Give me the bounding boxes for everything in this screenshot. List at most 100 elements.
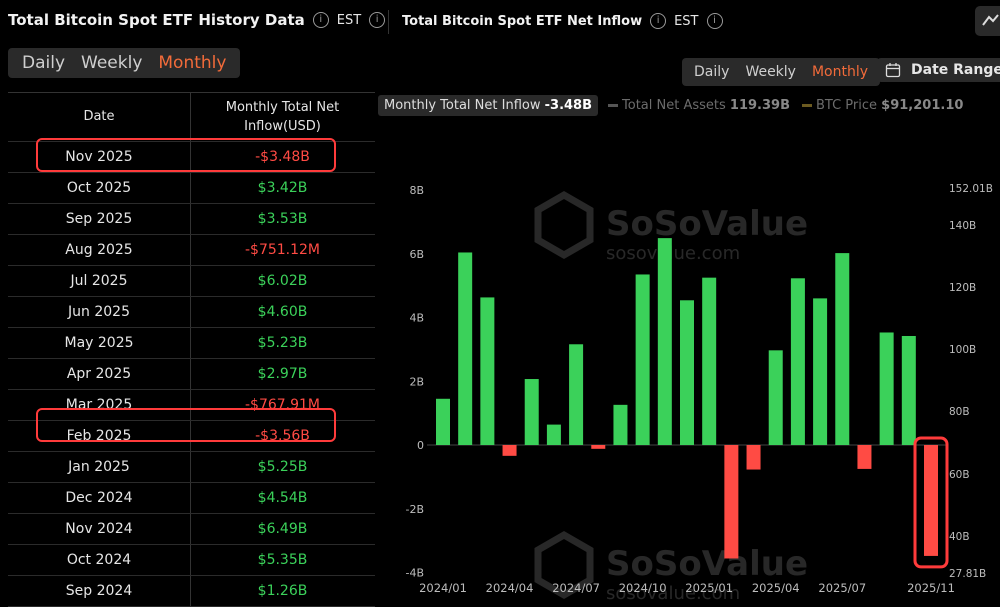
x-tick-label: 2024/10: [619, 581, 667, 595]
table-row: Jul 2025 $6.02B: [8, 266, 375, 297]
row-value: $3.53B: [257, 211, 308, 227]
row-date: Sep 2024: [8, 576, 191, 606]
row-value: $4.54B: [257, 490, 308, 506]
row-value: $6.49B: [257, 521, 308, 537]
info-icon[interactable]: i: [369, 12, 386, 28]
row-value: $4.60B: [257, 304, 308, 320]
table-row: Jan 2025 $5.25B: [8, 452, 375, 483]
timezone-label: EST: [336, 12, 362, 28]
bar-2024/11: [657, 238, 672, 445]
history-title: Total Bitcoin Spot ETF History Data: [8, 11, 305, 29]
table-header: Date Monthly Total Net Inflow(USD): [8, 93, 375, 142]
tab-monthly[interactable]: Monthly: [158, 53, 227, 73]
header-divider: [388, 10, 389, 34]
legend-btc-price[interactable]: BTC Price $91,201.10: [800, 95, 965, 116]
row-value: $6.02B: [257, 273, 308, 289]
bar-2025/09: [879, 332, 894, 445]
table-period-tabs: Daily Weekly Monthly: [8, 48, 241, 78]
y-tick-label-right: 152.01B: [949, 183, 993, 195]
table-row: Apr 2025 $2.97B: [8, 359, 375, 390]
share-button[interactable]: [975, 6, 1000, 36]
date-range-label: Date Range: [911, 62, 1000, 78]
bar-2024/04: [502, 445, 517, 456]
x-tick-label: 2024/04: [486, 581, 534, 595]
col-date-header: Date: [8, 93, 191, 141]
y-tick-label-left: 2B: [409, 375, 424, 388]
legend-btc-price-label: BTC Price: [816, 98, 878, 113]
bar-2025/06: [813, 298, 828, 445]
watermark-logo-icon: [534, 530, 594, 600]
y-tick-label-left: -4B: [405, 567, 424, 580]
watermark-logo-icon: [534, 190, 594, 260]
row-date: May 2025: [8, 328, 191, 358]
bar-2024/06: [546, 424, 561, 445]
left-header: Total Bitcoin Spot ETF History Data i ES…: [8, 11, 386, 29]
info-icon[interactable]: i: [706, 13, 723, 29]
legend-net-inflow-label: Monthly Total Net Inflow: [384, 98, 541, 113]
watermark-site: sosovalue.com: [606, 583, 740, 600]
legend-net-inflow-value: -3.48B: [544, 98, 593, 113]
bar-2024/08: [591, 445, 606, 449]
info-icon[interactable]: i: [650, 13, 667, 29]
bar-2024/02: [458, 252, 473, 445]
y-tick-label-right: 27.81B: [949, 568, 986, 580]
bar-2024/01: [436, 398, 450, 445]
row-date: Nov 2025: [8, 142, 191, 172]
tab-weekly[interactable]: Weekly: [81, 53, 143, 73]
row-date: Sep 2025: [8, 204, 191, 234]
tab-daily[interactable]: Daily: [22, 53, 66, 73]
bar-2024/09: [613, 404, 628, 445]
timezone-label: EST: [674, 13, 699, 29]
row-date: Jul 2025: [8, 266, 191, 296]
y-tick-label-left: 8B: [409, 184, 424, 197]
watermark-brand: SoSoValue: [606, 544, 808, 584]
tab-daily[interactable]: Daily: [694, 64, 730, 80]
bar-2024/10: [635, 274, 650, 445]
watermark-brand: SoSoValue: [606, 204, 808, 244]
legend-net-inflow[interactable]: Monthly Total Net Inflow -3.48B: [378, 95, 599, 116]
row-date: Oct 2024: [8, 545, 191, 575]
bar-2025/05: [790, 278, 805, 445]
table-body: Nov 2025 -$3.48B Oct 2025 $3.42B Sep 2025 $3.…: [8, 142, 375, 607]
row-value: $5.23B: [257, 335, 308, 351]
calendar-icon: [885, 63, 901, 78]
legend-net-assets[interactable]: Total Net Assets 119.39B: [606, 95, 792, 116]
table-row: May 2025 $5.23B: [8, 328, 375, 359]
bar-2025/10: [901, 335, 916, 445]
y-tick-label-left: 4B: [409, 312, 424, 325]
chart-legend: Monthly Total Net Inflow -3.48B Total Ne…: [378, 95, 965, 116]
y-tick-label-right: 60B: [949, 469, 970, 481]
tab-weekly[interactable]: Weekly: [745, 64, 796, 80]
tab-monthly[interactable]: Monthly: [811, 64, 869, 80]
bar-2025/03: [746, 445, 761, 470]
row-value: $2.97B: [257, 366, 308, 382]
row-date: Oct 2025: [8, 173, 191, 203]
bar-2025/11: [924, 445, 938, 556]
row-date: Apr 2025: [8, 359, 191, 389]
table-row: Oct 2025 $3.42B: [8, 173, 375, 204]
legend-swatch: [608, 104, 619, 107]
row-value: $5.25B: [257, 459, 308, 475]
row-value: -$751.12M: [244, 242, 321, 258]
info-icon[interactable]: i: [312, 12, 329, 28]
table-row: Nov 2025 -$3.48B: [8, 142, 375, 173]
bar-2025/08: [857, 445, 872, 469]
table-row: Sep 2025 $3.53B: [8, 204, 375, 235]
row-value: -$3.48B: [255, 149, 310, 165]
y-tick-label-left: 6B: [409, 248, 424, 261]
y-tick-label-right: 100B: [949, 344, 976, 356]
col-value-header: Monthly Total Net Inflow(USD): [191, 93, 374, 141]
y-tick-label-right: 120B: [949, 282, 976, 294]
y-tick-label-right: 140B: [949, 220, 976, 232]
bar-2025/02: [724, 445, 739, 559]
bar-2024/05: [524, 379, 539, 445]
x-tick-label: 2025/01: [685, 581, 733, 595]
bar-2025/01: [702, 277, 717, 445]
table-row: Sep 2024 $1.26B: [8, 576, 375, 607]
net-inflow-title: Total Bitcoin Spot ETF Net Inflow: [402, 13, 643, 29]
row-date: Dec 2024: [8, 483, 191, 513]
date-range-button[interactable]: Date Range: [877, 58, 1000, 82]
bar-2025/07: [835, 253, 850, 445]
y-tick-label-right: 80B: [949, 406, 970, 418]
